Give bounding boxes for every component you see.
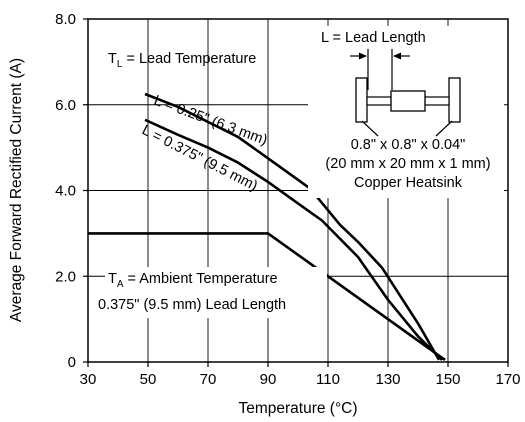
tl-subscript: L bbox=[117, 59, 123, 70]
tl-prefix: T bbox=[108, 51, 117, 67]
heatsink-plate-right bbox=[448, 77, 461, 123]
ta-subscript: A bbox=[117, 279, 124, 290]
y-tick-label-2: 4.0 bbox=[55, 183, 76, 200]
dim-arrowhead-left bbox=[359, 52, 367, 60]
heatsink-inset-bg bbox=[308, 26, 504, 198]
pointer-right bbox=[435, 120, 453, 137]
heatsink-size-metric: (20 mm x 20 mm x 1 mm) bbox=[325, 156, 490, 172]
series-line-0 bbox=[144, 92, 441, 361]
heatsink-size-imperial: 0.8" x 0.8" x 0.04" bbox=[351, 137, 466, 153]
lead-right bbox=[424, 96, 450, 106]
ta-prefix: T bbox=[108, 271, 117, 287]
y-tick-label-4: 8.0 bbox=[55, 11, 76, 28]
series-line-1 bbox=[144, 118, 443, 361]
series-line-2 bbox=[88, 232, 446, 361]
lead-length-label: L = Lead Length bbox=[321, 30, 426, 46]
x-axis-label: Temperature (°C) bbox=[238, 400, 357, 417]
dim-arrowhead-right bbox=[393, 52, 401, 60]
heatsink-plate-left bbox=[355, 77, 368, 123]
y-axis-label: Average Forward Rectified Current (A) bbox=[8, 58, 25, 322]
diode-body bbox=[390, 90, 426, 112]
series-group bbox=[88, 92, 446, 361]
x-tick-label-7: 170 bbox=[495, 371, 520, 388]
ambient-lead-length-label: 0.375" (9.5 mm) Lead Length bbox=[98, 297, 286, 313]
heatsink-diagram: L = Lead Length 0.8" x 0.8" x 0.04" (20 … bbox=[308, 26, 504, 198]
ambient-label-bg bbox=[105, 267, 327, 318]
x-tick-label-0: 30 bbox=[80, 371, 97, 388]
x-tick-label-4: 110 bbox=[316, 371, 340, 388]
lead-left bbox=[366, 96, 392, 106]
x-tick-label-2: 70 bbox=[200, 371, 217, 388]
x-tick-label-6: 150 bbox=[435, 371, 460, 388]
ta-rest: = Ambient Temperature bbox=[124, 271, 278, 287]
heatsink-material: Copper Heatsink bbox=[354, 175, 463, 191]
y-tick-label-1: 2.0 bbox=[55, 268, 76, 285]
tick-labels: 30 50 70 90 110 130 150 170 0 2.0 4.0 6.0 8.0 bbox=[55, 11, 520, 388]
x-tick-label-1: 50 bbox=[140, 371, 157, 388]
ambient-temperature-label: TA = Ambient Temperature bbox=[108, 271, 278, 290]
pointer-left bbox=[361, 120, 379, 137]
x-tick-label-5: 130 bbox=[375, 371, 400, 388]
x-tick-label-3: 90 bbox=[260, 371, 277, 388]
y-tick-label-3: 6.0 bbox=[55, 97, 76, 114]
tl-rest: = Lead Temperature bbox=[122, 51, 256, 67]
y-tick-label-0: 0 bbox=[68, 354, 76, 371]
lead-temperature-label: TL = Lead Temperature bbox=[108, 51, 256, 70]
